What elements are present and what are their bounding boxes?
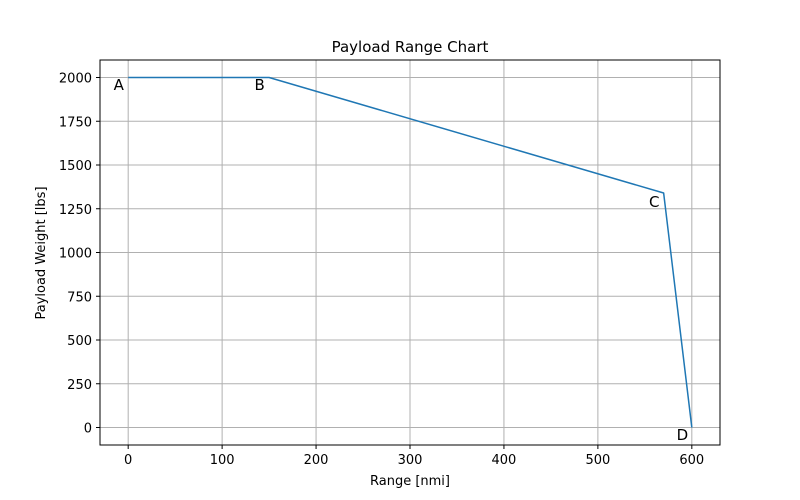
y-tick-label: 1750	[59, 115, 92, 130]
point-label-a: A	[114, 76, 125, 94]
payload-range-line	[128, 76, 693, 428]
x-tick-label: 0	[124, 453, 132, 468]
x-tick-label: 100	[210, 453, 235, 468]
point-label-c: C	[649, 193, 659, 211]
axis-ticks: 0 100 200 300 400 500 600 0 250 500 750 1000 1250 150…	[59, 72, 704, 469]
point-label-b: B	[255, 76, 265, 94]
x-tick-label: 200	[304, 453, 329, 468]
y-axis-title: Payload Weight [lbs]	[34, 186, 49, 319]
x-axis-title: Range [nmi]	[370, 474, 450, 489]
x-tick-label: 300	[398, 453, 423, 468]
point-annotations: A B C D	[114, 76, 689, 444]
y-tick-label: 750	[67, 290, 92, 305]
y-tick-label: 250	[67, 378, 92, 393]
chart-title: Payload Range Chart	[332, 38, 489, 56]
series-lines	[128, 76, 693, 428]
point-label-d: D	[677, 426, 689, 444]
x-tick-label: 600	[679, 453, 704, 468]
y-tick-label: 0	[84, 422, 92, 437]
y-tick-label: 2000	[59, 72, 92, 87]
x-tick-label: 400	[492, 453, 517, 468]
grid-lines	[100, 60, 720, 445]
y-tick-label: 500	[67, 334, 92, 349]
y-tick-label: 1500	[59, 159, 92, 174]
y-tick-label: 1000	[59, 247, 92, 262]
y-tick-label: 1250	[59, 203, 92, 218]
x-tick-label: 500	[585, 453, 610, 468]
